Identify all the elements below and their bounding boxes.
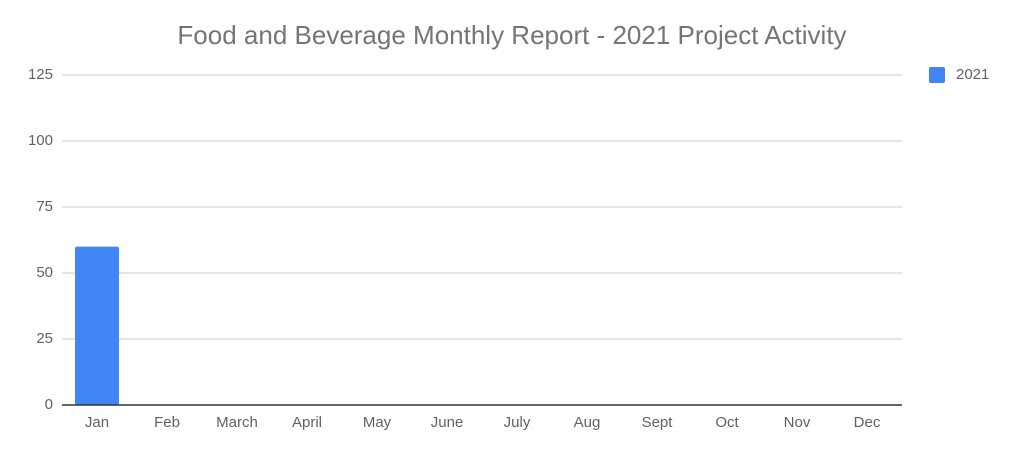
- x-tick-label: Sept: [642, 414, 674, 431]
- y-tick-label: 125: [28, 66, 53, 83]
- x-tick-label: Oct: [715, 414, 739, 431]
- x-tick-label: Jan: [85, 414, 109, 431]
- chart-title: Food and Beverage Monthly Report - 2021 …: [177, 20, 846, 50]
- bar: [75, 246, 119, 405]
- x-tick-label: April: [292, 414, 322, 431]
- legend-swatch: [929, 67, 945, 83]
- y-tick-label: 25: [36, 330, 53, 347]
- y-tick-label: 100: [28, 132, 53, 149]
- x-tick-label: March: [216, 414, 258, 431]
- legend-label: 2021: [956, 66, 989, 83]
- x-tick-label: May: [363, 414, 392, 431]
- y-tick-label: 50: [36, 264, 53, 281]
- x-tick-label: Dec: [854, 414, 881, 431]
- x-tick-label: June: [431, 414, 464, 431]
- x-tick-label: Nov: [784, 414, 811, 431]
- y-tick-label: 75: [36, 198, 53, 215]
- x-tick-label: July: [504, 414, 531, 431]
- y-tick-label: 0: [45, 396, 53, 413]
- x-tick-label: Aug: [574, 414, 601, 431]
- x-tick-label: Feb: [154, 414, 180, 431]
